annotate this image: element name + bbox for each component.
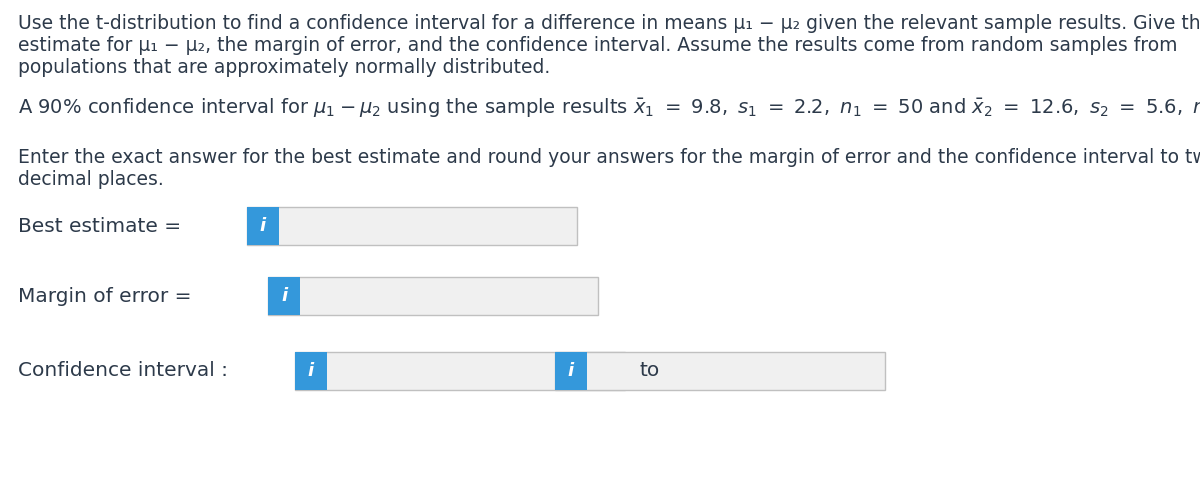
Text: Best estimate =: Best estimate =	[18, 216, 181, 236]
Text: to: to	[640, 362, 659, 380]
Text: estimate for μ₁ − μ₂, the margin of error, and the confidence interval. Assume t: estimate for μ₁ − μ₂, the margin of erro…	[18, 36, 1177, 55]
Text: i: i	[308, 362, 314, 380]
Text: Enter the exact answer for the best estimate and round your answers for the marg: Enter the exact answer for the best esti…	[18, 148, 1200, 167]
Text: populations that are approximately normally distributed.: populations that are approximately norma…	[18, 58, 551, 77]
Text: i: i	[260, 217, 266, 235]
Text: i: i	[568, 362, 574, 380]
FancyBboxPatch shape	[554, 352, 587, 390]
Text: Use the t-distribution to find a confidence interval for a difference in means μ: Use the t-distribution to find a confide…	[18, 14, 1200, 33]
FancyBboxPatch shape	[268, 277, 300, 315]
Text: i: i	[281, 287, 287, 305]
FancyBboxPatch shape	[268, 277, 598, 315]
Text: A 90% confidence interval for $\mu_1 - \mu_2$ using the sample results $\bar{x}_: A 90% confidence interval for $\mu_1 - \…	[18, 96, 1200, 119]
Text: Margin of error =: Margin of error =	[18, 287, 192, 305]
FancyBboxPatch shape	[554, 352, 886, 390]
FancyBboxPatch shape	[247, 207, 577, 245]
FancyBboxPatch shape	[295, 352, 326, 390]
FancyBboxPatch shape	[247, 207, 278, 245]
FancyBboxPatch shape	[295, 352, 625, 390]
Text: Confidence interval :: Confidence interval :	[18, 362, 228, 380]
Text: decimal places.: decimal places.	[18, 170, 163, 189]
